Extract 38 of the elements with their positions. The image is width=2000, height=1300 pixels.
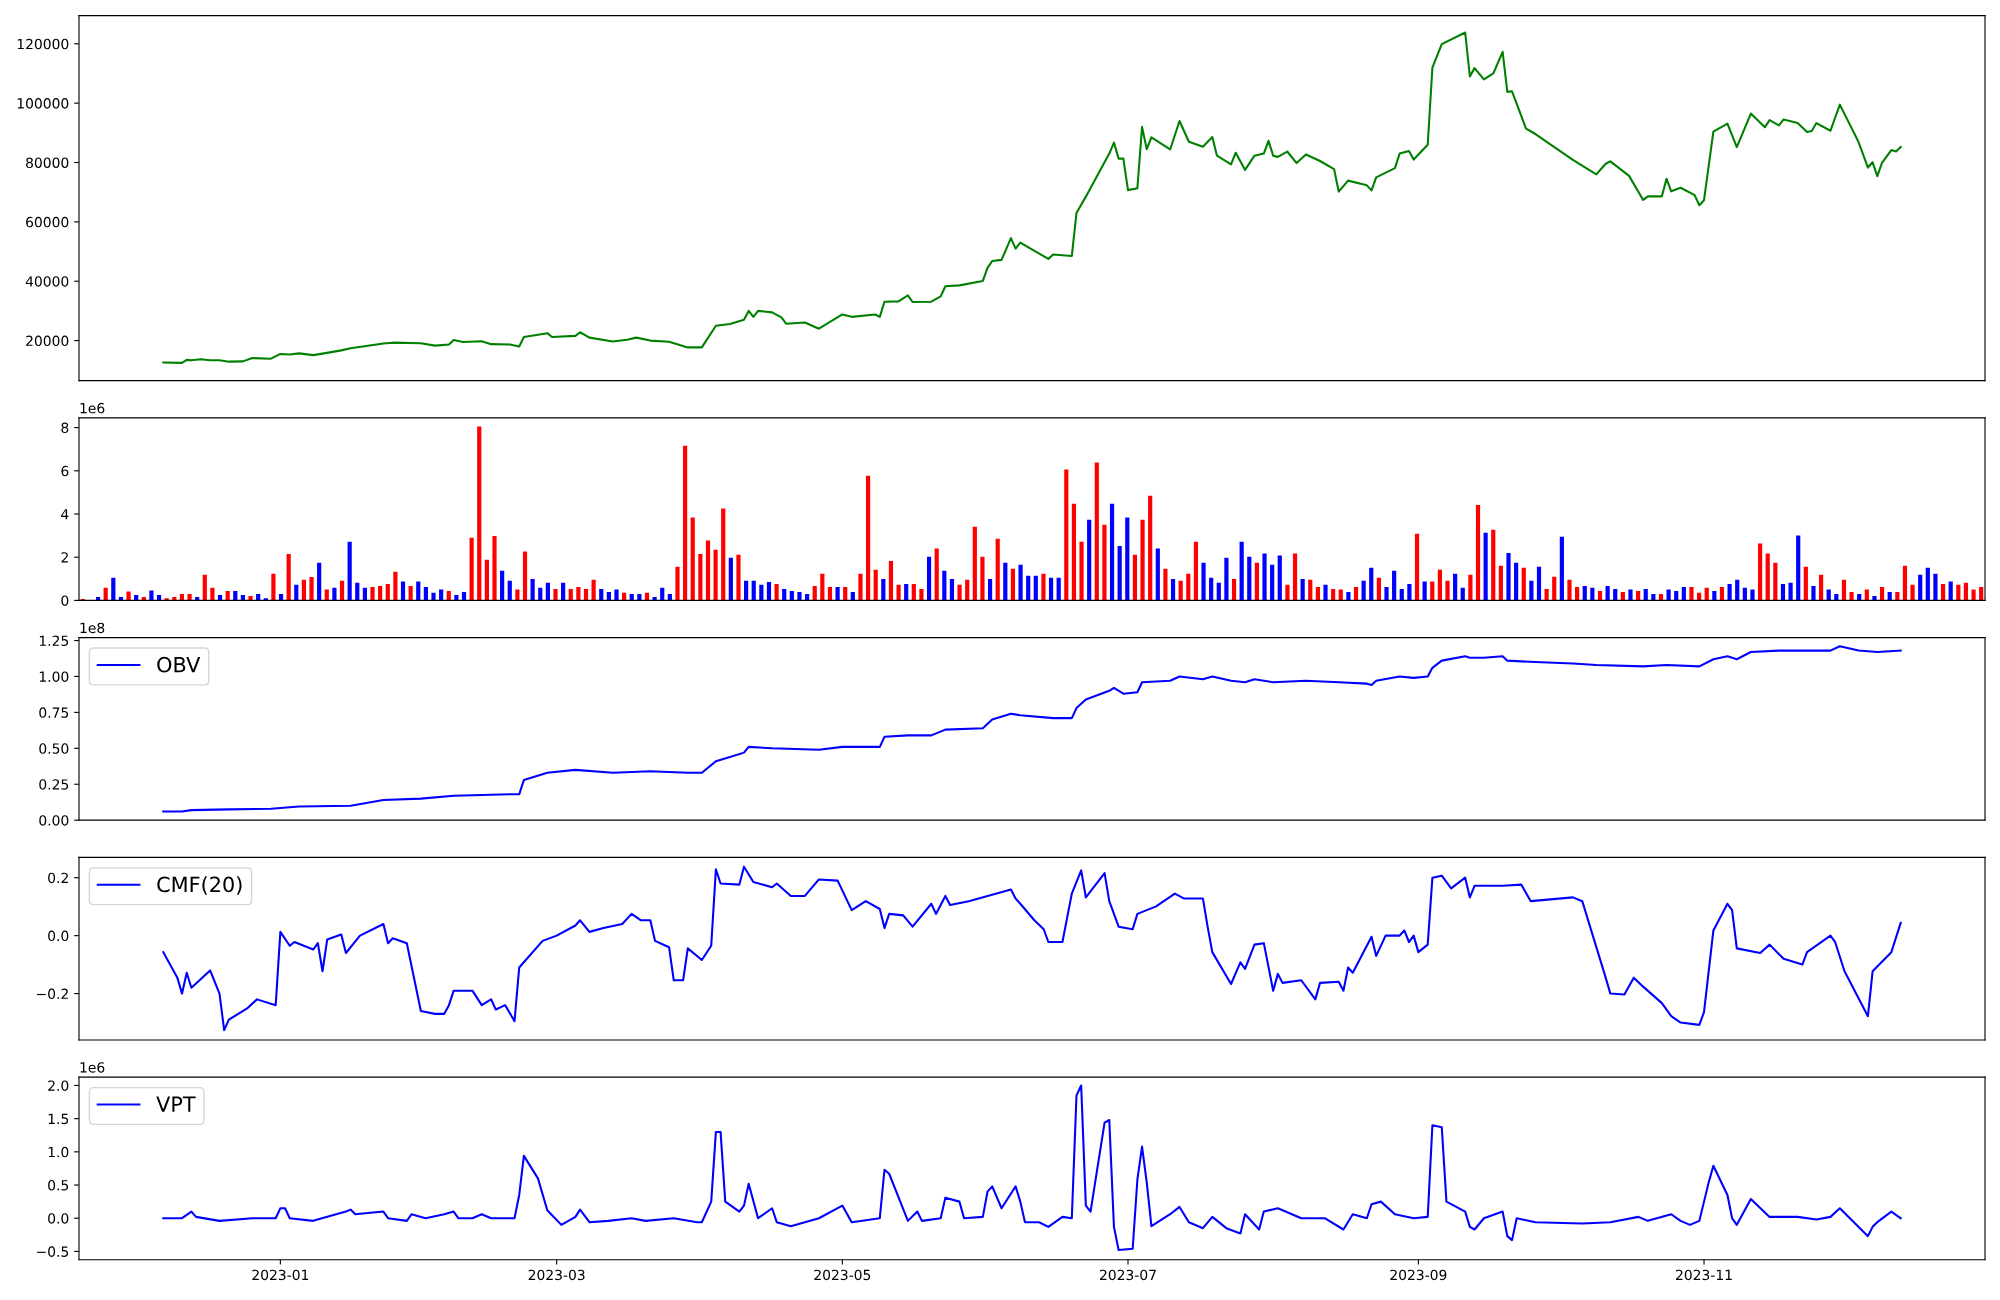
y-tick-label: 100000 bbox=[17, 98, 69, 109]
y-tick-label: 2.0 bbox=[48, 1080, 69, 1091]
x-tick-label: 2023-07 bbox=[1100, 1269, 1156, 1281]
x-tick-label: 2023-09 bbox=[1390, 1269, 1447, 1281]
y-tick-label: 80000 bbox=[26, 157, 69, 168]
y-tick-label: −0.2 bbox=[37, 988, 68, 1000]
y-tick-label: 1.00 bbox=[39, 671, 69, 682]
x-tick-label: 2023-01 bbox=[252, 1269, 309, 1281]
y-tick-label: 0.00 bbox=[39, 815, 69, 826]
y-tick-label: 0.25 bbox=[39, 779, 69, 790]
y-tick-label: 1.0 bbox=[48, 1146, 69, 1158]
y-tick-label: 0.50 bbox=[39, 743, 69, 754]
text: 1e6 bbox=[80, 1062, 105, 1073]
y-tick-label: 4 bbox=[61, 509, 69, 520]
y-tick-label: 0.5 bbox=[48, 1180, 69, 1191]
x-tick-label: 2023-05 bbox=[814, 1269, 871, 1281]
y-tick-label: −0.5 bbox=[37, 1246, 69, 1257]
y-tick-label: 120000 bbox=[17, 38, 69, 50]
x-tick-label: 2023-11 bbox=[1676, 1269, 1732, 1281]
y-tick-label: 20000 bbox=[26, 335, 69, 347]
legend-label: VPT bbox=[156, 1096, 196, 1112]
x-tick-label: 2023-03 bbox=[528, 1269, 585, 1281]
y-tick-label: 0.0 bbox=[48, 930, 69, 942]
y-tick-label: 0.0 bbox=[48, 1213, 69, 1224]
y-tick-label: 60000 bbox=[26, 216, 69, 228]
y-tick-label: 1.5 bbox=[48, 1113, 69, 1125]
y-tick-label: 0.2 bbox=[48, 872, 68, 884]
y-tick-label: 0.75 bbox=[39, 707, 69, 718]
legend-label: OBV bbox=[157, 656, 201, 673]
y-tick-label: 0 bbox=[61, 595, 69, 606]
text: 1e8 bbox=[80, 622, 105, 634]
legend-label: CMF(20) bbox=[157, 876, 242, 895]
text: 1e6 bbox=[80, 402, 105, 414]
y-tick-label: 2 bbox=[61, 552, 68, 563]
y-tick-label: 1.25 bbox=[39, 635, 69, 646]
y-tick-label: 6 bbox=[61, 465, 69, 477]
y-tick-label: 8 bbox=[61, 422, 69, 434]
y-tick-label: 40000 bbox=[25, 276, 69, 287]
